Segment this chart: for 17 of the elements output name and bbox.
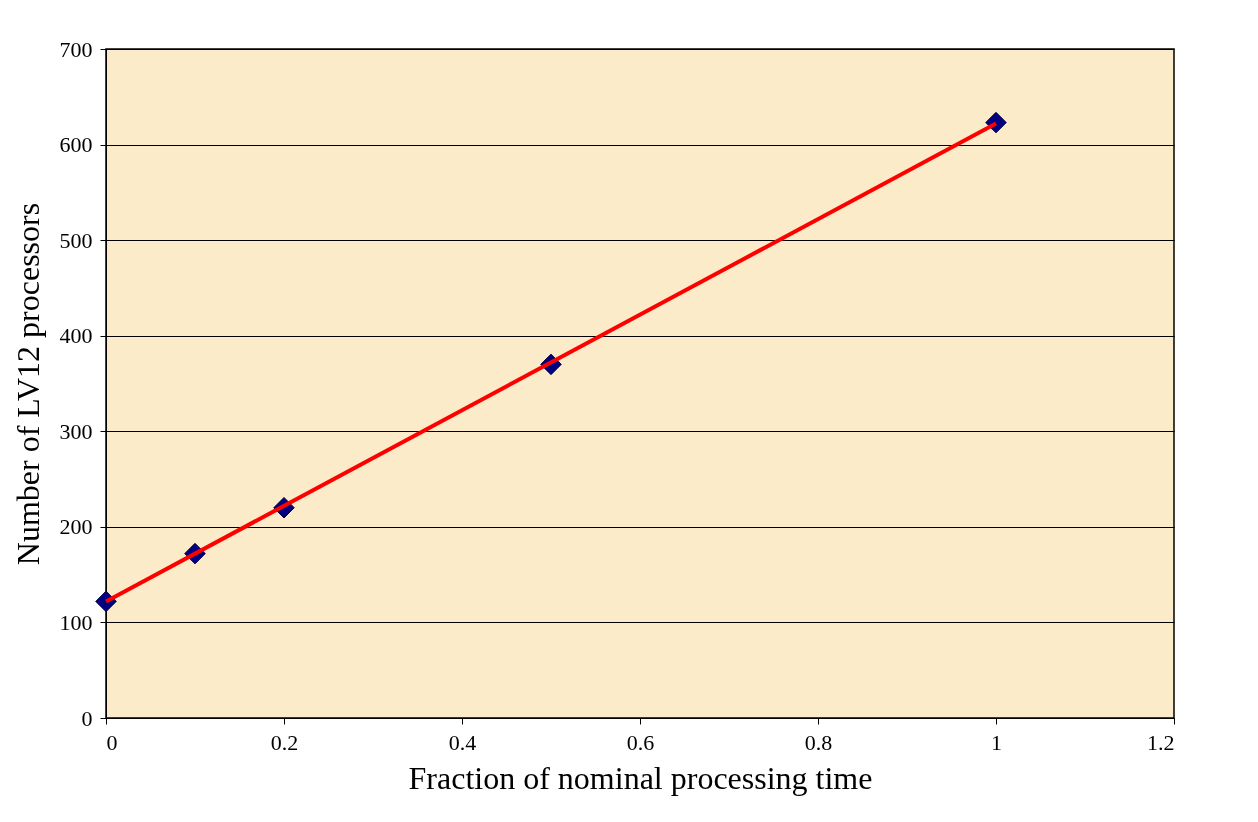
x-tick-label: 0.2: [270, 729, 299, 755]
x-tick-label: 0.4: [448, 729, 477, 755]
x-tick-label: 0: [106, 729, 118, 755]
x-axis-title: Fraction of nominal processing time: [408, 759, 873, 796]
x-tick-label: 0.6: [626, 729, 655, 755]
y-tick-label: 300: [59, 418, 93, 444]
x-tick-label: 1: [991, 729, 1002, 755]
x-tick-label: 1.2: [1147, 729, 1175, 755]
y-tick-label: 500: [59, 227, 93, 253]
x-tick-label: 0.8: [804, 729, 833, 755]
y-tick-label: 700: [59, 36, 93, 62]
y-axis-title: Number of LV12 processors: [9, 202, 46, 566]
y-tick-label: 400: [59, 323, 93, 349]
y-tick-label: 600: [59, 132, 93, 158]
y-tick-label: 100: [59, 609, 93, 635]
y-tick-label: 0: [81, 705, 93, 731]
y-tick-label: 200: [59, 514, 93, 540]
